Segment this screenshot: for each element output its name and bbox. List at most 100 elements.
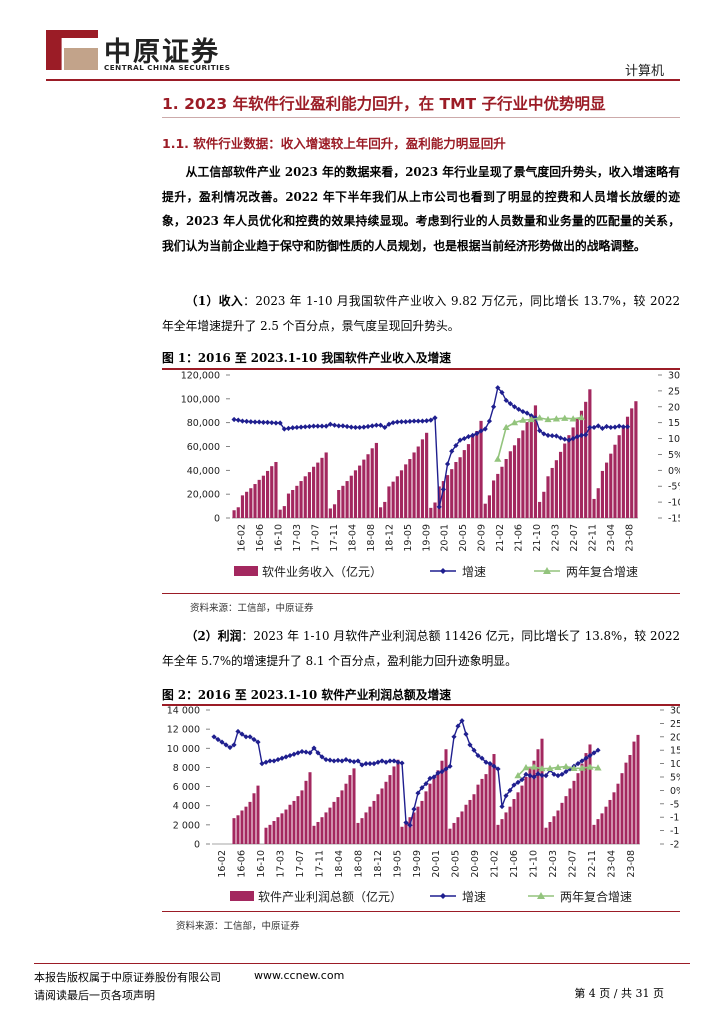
growth-point [367,761,373,767]
figure-1-bottom-rule [162,593,680,594]
logo-en: CENTRAL CHINA SECURITIES [104,63,231,72]
cagr-point [570,764,578,772]
growth-point [562,436,568,442]
revenue-bar [634,401,638,518]
revenue-bar [400,826,404,844]
revenue-bar [500,466,504,518]
revenue-bar [396,759,400,844]
revenue-bar [456,817,460,844]
revenue-bar [296,796,300,844]
growth-point [499,803,505,810]
right-axis-tick-label: -10% [670,813,680,824]
growth-point [248,419,254,425]
revenue-bar [356,822,360,844]
revenue-bar [300,790,304,844]
growth-point [377,422,384,428]
heading-rule [162,117,680,118]
growth-point [604,423,610,430]
revenue-bar [261,475,265,518]
revenue-bar [404,821,408,844]
cagr-point [554,763,562,770]
left-axis-tick-label: 40,000 [187,466,220,477]
revenue-bar [532,760,536,844]
legend-growth-label: 增速 [462,890,486,904]
x-axis-tick-label: 22-11 [587,524,598,552]
cagr-point [552,415,560,422]
revenue-bar [479,420,483,518]
growth-point [239,418,246,424]
growth-point [363,761,369,767]
x-axis-tick-label: 17-03 [276,850,287,878]
right-axis-tick-label: 30% [670,706,680,717]
intro-paragraph: 从工信部软件产业 2023 年的数据来看，2023 年行业呈现了景气度回升势头，… [162,165,680,253]
x-axis-tick-label: 20-01 [440,524,451,552]
growth-point [563,769,569,775]
growth-point [419,418,426,424]
growth-point [570,435,576,442]
revenue-bar [304,780,308,844]
cagr-point [577,413,586,421]
growth-point [551,771,557,777]
x-axis-tick-label: 22-07 [567,850,578,878]
growth-point [503,793,509,799]
cagr-point [519,416,527,423]
growth-point [490,404,497,410]
x-axis-tick-label: 22-07 [569,524,580,552]
growth-point [523,771,529,777]
x-axis-tick-label: 21-02 [495,524,506,552]
x-axis-tick-label: 17-11 [329,524,340,552]
right-axis-tick-label: 25% [670,719,680,730]
revenue-bar [358,465,362,518]
growth-point [515,779,521,785]
revenue-bar [616,783,620,844]
revenue-bar [572,780,576,844]
revenue-bar [556,810,560,844]
revenue-bar [458,457,462,518]
x-axis-tick-label: 16-10 [256,850,267,878]
growth-point [386,421,392,427]
cagr-point [527,415,535,423]
revenue-bar [387,486,391,518]
footer-url[interactable]: www.ccnew.com [254,969,345,982]
growth-point [463,731,469,737]
growth-point [306,423,313,430]
growth-point [465,434,472,440]
logo-cn: 中原证券 [104,37,220,68]
revenue-bar [352,768,356,844]
growth-point [344,423,350,430]
revenue-bar [282,506,286,518]
revenue-bar [625,416,630,518]
x-axis-tick-label: 21-02 [490,850,501,878]
revenue-bar [412,452,416,518]
revenue-bar [340,790,344,844]
revenue-bar [621,426,625,518]
revenue-bar [341,485,345,518]
x-axis-tick-label: 18-04 [347,524,358,552]
growth-point [595,747,601,753]
revenue-bar [512,799,516,844]
growth-point [271,758,277,764]
growth-point [365,423,371,430]
growth-point [383,759,389,765]
revenue-bar [608,799,612,844]
growth-point [294,424,300,431]
revenue-bar [420,439,425,518]
growth-point [291,751,297,757]
x-axis-tick-label: 18-08 [366,524,377,552]
revenue-bar [575,418,579,518]
cagr-point [578,764,586,771]
x-axis-tick-label: 23-04 [606,850,617,878]
cagr-point [530,763,538,770]
legend-cagr-marker [537,892,545,899]
x-axis-tick-label: 19-09 [421,524,432,552]
revenue-bar [462,450,466,518]
growth-point [527,773,533,779]
figure-1-source: 资料来源：工信部，中原证券 [190,603,314,614]
right-axis-tick-label: 10% [670,759,680,770]
revenue-bar [552,816,556,844]
growth-point [315,750,321,756]
revenue-bar [475,431,479,518]
revenue-bar [416,446,420,518]
revenue-bar [232,818,236,844]
revenue-bar [248,801,252,844]
